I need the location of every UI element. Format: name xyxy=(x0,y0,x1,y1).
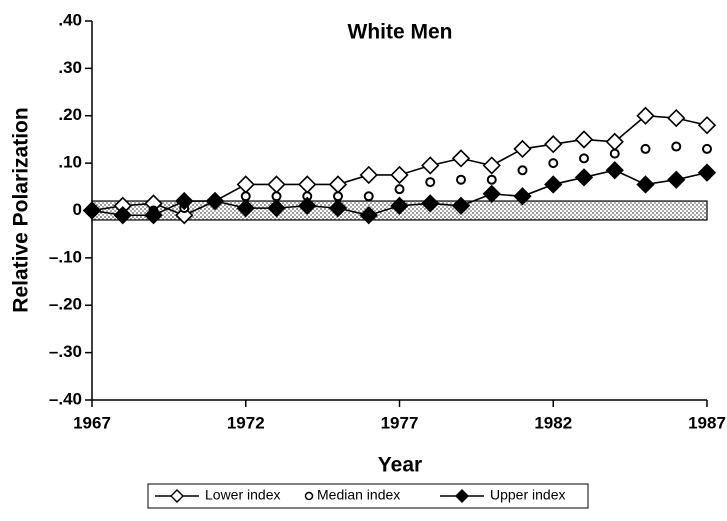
data-point xyxy=(697,163,717,182)
x-tick-label: 1967 xyxy=(73,413,111,432)
y-axis-title: Relative Polarization xyxy=(10,107,33,312)
data-point xyxy=(548,158,559,169)
data-point xyxy=(544,175,563,194)
data-point xyxy=(82,201,102,220)
data-point xyxy=(298,175,317,194)
legend-label: Lower index xyxy=(205,487,281,503)
y-tick-label: –.40 xyxy=(49,389,82,408)
data-point xyxy=(236,175,255,194)
chart-title: White Men xyxy=(348,21,453,44)
data-point xyxy=(328,198,348,218)
data-point xyxy=(544,135,563,154)
data-point xyxy=(359,206,378,225)
legend-label: Upper index xyxy=(490,487,566,503)
data-point xyxy=(175,191,194,211)
y-tick-label: .10 xyxy=(58,153,82,172)
data-point xyxy=(175,206,194,225)
data-point xyxy=(328,175,348,194)
x-tick-label: 1977 xyxy=(381,413,419,432)
data-point xyxy=(636,175,655,194)
data-point xyxy=(667,108,686,128)
data-point xyxy=(605,161,624,180)
data-point xyxy=(390,196,409,215)
data-point xyxy=(394,184,405,195)
data-point xyxy=(144,206,163,225)
data-point xyxy=(359,165,378,185)
data-point xyxy=(609,148,620,159)
y-tick-label: –.30 xyxy=(49,342,82,361)
y-tick-label: –.10 xyxy=(49,247,82,266)
data-point xyxy=(298,196,317,215)
data-point xyxy=(513,187,532,206)
y-tick-label: .30 xyxy=(58,58,82,77)
legend-marker xyxy=(304,491,314,501)
data-point xyxy=(363,191,374,202)
x-tick-label: 1972 xyxy=(227,413,265,432)
y-tick-label: 0 xyxy=(73,200,82,219)
data-point xyxy=(451,149,471,168)
legend-box xyxy=(147,483,589,509)
data-point xyxy=(671,141,682,152)
data-point xyxy=(236,198,255,218)
data-point xyxy=(421,156,440,175)
data-point xyxy=(517,165,528,176)
data-point xyxy=(267,175,286,194)
data-point xyxy=(697,116,717,135)
legend-marker xyxy=(170,489,184,503)
data-point xyxy=(390,165,409,185)
data-point xyxy=(425,177,436,188)
data-point xyxy=(486,174,497,185)
data-point xyxy=(579,153,589,164)
data-point xyxy=(636,106,655,125)
data-point xyxy=(640,143,651,154)
legend-marker xyxy=(455,489,469,503)
data-point xyxy=(421,194,440,213)
data-point xyxy=(267,198,286,218)
y-tick-label: .20 xyxy=(58,105,82,124)
y-tick-label: .40 xyxy=(58,10,82,29)
data-point xyxy=(113,206,132,225)
legend-label: Median index xyxy=(317,487,400,503)
data-point xyxy=(482,156,501,175)
data-point xyxy=(702,143,712,154)
y-tick-label: –.20 xyxy=(49,295,82,314)
data-point xyxy=(456,174,466,185)
data-point xyxy=(574,168,594,187)
data-point xyxy=(205,191,225,211)
data-point xyxy=(482,184,501,204)
data-point xyxy=(574,130,594,149)
data-point xyxy=(513,139,532,159)
x-tick-label: 1987 xyxy=(688,413,726,432)
x-axis-title: Year xyxy=(378,454,422,477)
data-point xyxy=(667,170,686,189)
x-tick-label: 1982 xyxy=(534,413,572,432)
data-point xyxy=(451,196,471,215)
